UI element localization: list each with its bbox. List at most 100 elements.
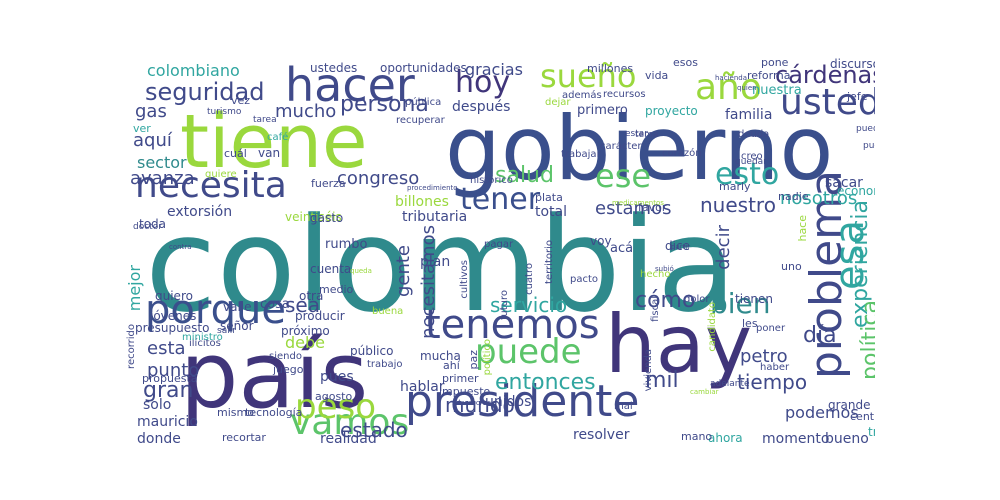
word-proyecto: proyecto (645, 104, 698, 118)
word-propuesta: propuesta (142, 372, 198, 385)
word-ahora: ahora (708, 431, 743, 445)
word-entonces: entonces (495, 370, 596, 395)
word-publico: público (350, 344, 394, 358)
word-ademas: además (562, 90, 602, 101)
word-ver: ver (133, 122, 151, 135)
word-podemos: podemos (785, 403, 859, 422)
word-solo: solo (143, 397, 172, 413)
word-gracias: gracias (465, 60, 523, 79)
word-donde: donde (137, 431, 181, 447)
word-mil: mil (645, 368, 679, 393)
word-mano: mano (681, 430, 713, 443)
word-acá: acá (610, 241, 634, 256)
word-fuerza: fuerza (311, 177, 346, 190)
word-debe: debe (285, 333, 325, 352)
word-mundo: mundo (445, 393, 515, 417)
word-rumbo: rumbo (325, 237, 368, 252)
word-necesitamos: necesitamos (418, 225, 439, 339)
word-dejar: dejar (545, 97, 571, 108)
word-dice: dice (665, 239, 690, 253)
word-plata: plata (535, 191, 563, 204)
word-paz: paz (467, 350, 480, 370)
word-esta: esta (147, 338, 186, 359)
word-recursos: recursos (603, 89, 646, 100)
word-partir: partir (671, 243, 691, 251)
word-billones: billones (395, 194, 449, 210)
word-aqui: aquí (133, 130, 172, 151)
word-ilicitos: ilícitos (189, 338, 221, 349)
word-nuestra: nuestra (752, 83, 802, 98)
word-vamos: vamos (290, 402, 410, 443)
word-usted: usted (780, 82, 875, 123)
word-sector: sector (137, 153, 187, 172)
word-publica: pública (405, 97, 442, 108)
word-colombiano: colombiano (147, 61, 240, 80)
word-pais: país (180, 322, 369, 429)
word-vez: vez (231, 94, 251, 107)
word-nosotros: nosotros (780, 188, 858, 209)
word-toda: toda (139, 217, 167, 231)
word-hablar: hablar (400, 379, 445, 395)
word-mucho: mucho (275, 101, 337, 122)
word-van: van (258, 146, 281, 160)
word-resolver: resolver (573, 427, 630, 443)
word-millones: millones (587, 62, 634, 75)
word-les: les (742, 317, 758, 330)
word-sueno: sueño (540, 57, 637, 95)
word-nadie: nadie (778, 190, 809, 203)
word-estar: estar (625, 129, 648, 139)
word-discurso: discurso (830, 57, 875, 71)
word-extorsion: extorsión (167, 204, 233, 220)
word-cuenta: cuenta (310, 262, 352, 276)
word-uno: uno (781, 260, 802, 273)
word-quiero: quiero (155, 289, 193, 303)
word-presupuesto: presupuesto (135, 321, 210, 335)
word-primer: primer (442, 372, 479, 385)
word-gasto: gasto (310, 211, 344, 225)
word-hecho: hecho (640, 269, 671, 280)
word-siendo: siendo (269, 351, 302, 362)
word-familia: familia (725, 107, 773, 123)
word-como: cómo (635, 288, 696, 313)
word-tener: tener (460, 182, 541, 217)
word-tributaria: tributaria (402, 209, 468, 225)
word-impuesto: impuesto (439, 385, 491, 398)
word-centro: centro (850, 410, 875, 423)
word-bueno: bueno (825, 431, 869, 447)
word-servicio: servicio (490, 293, 568, 317)
word-esto: esto (715, 157, 780, 192)
word-nuestro: nuestro (700, 193, 776, 217)
word-realidad: realidad (320, 431, 377, 447)
word-puede: puede (475, 332, 582, 372)
word-recortar: recortar (222, 431, 266, 444)
word-senor: señor (220, 319, 254, 333)
word-otra: otra (299, 289, 324, 303)
word-tarea: tarea (253, 115, 277, 125)
word-queda: queda (350, 267, 372, 275)
word-juego: juego (273, 363, 304, 376)
word-hay: hay (605, 298, 753, 391)
word-jovenes: jóvenes (150, 309, 197, 323)
word-candidato: candidato (707, 302, 718, 352)
word-turismo: turismo (207, 107, 242, 117)
word-puedan: puedan (856, 124, 875, 134)
word-oportunidades: oportunidades (380, 61, 467, 75)
word-proximo: próximo (281, 324, 330, 338)
word-pacto: pacto (570, 274, 599, 285)
word-decir: decir (713, 225, 734, 270)
word-corazon: corazón (662, 148, 702, 159)
word-tecnologia: tecnología (245, 406, 303, 419)
word-dia: día (803, 323, 837, 348)
word-avanza: avanza (130, 168, 195, 189)
word-gas: gas (135, 101, 167, 122)
word-ustedes: ustedes (310, 61, 358, 75)
word-bien: bien (710, 287, 771, 320)
word-punto: punto (147, 360, 200, 381)
word-jefe: jefe (847, 90, 868, 103)
word-unidos: unidos (485, 394, 532, 410)
word-cultivos: cultivos (459, 260, 470, 299)
word-procedimiento: procedimiento (407, 184, 458, 192)
word-hacer: hacer (285, 58, 415, 112)
word-caracter: carácter (600, 141, 642, 152)
word-futuro: futuro (499, 290, 510, 321)
